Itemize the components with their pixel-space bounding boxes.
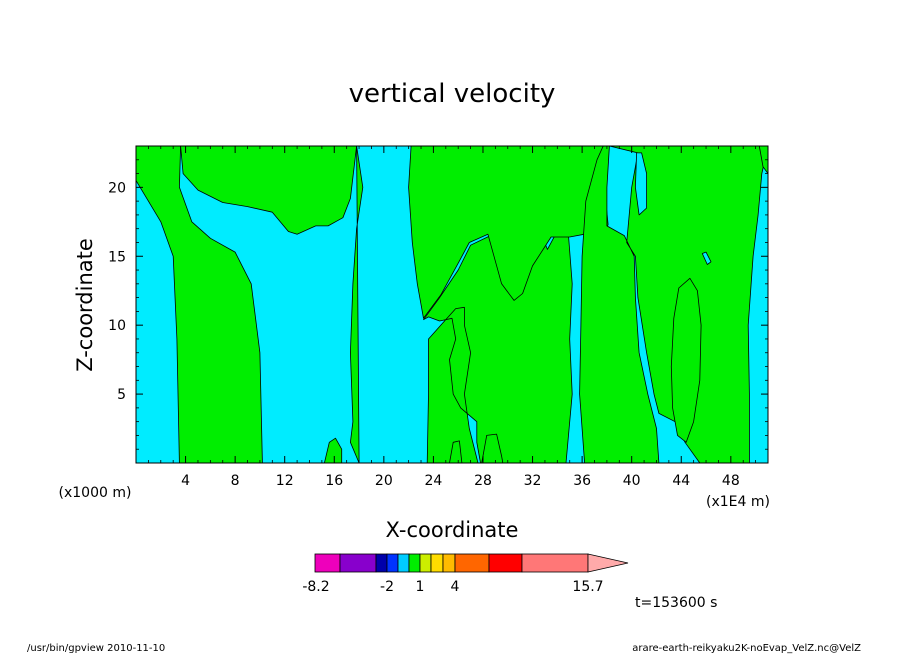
y-tick-label: 15 — [108, 249, 126, 265]
x-tick-label: 12 — [276, 473, 294, 489]
colorbar-segment — [375, 553, 388, 573]
colorbar-segment — [488, 553, 523, 573]
x-tick-label: 40 — [623, 473, 641, 489]
colorbar-label: 1 — [416, 579, 425, 595]
x-tick-label: 44 — [672, 473, 690, 489]
x-tick-label: 48 — [722, 473, 740, 489]
y-axis-label: Z-coordinate — [73, 238, 97, 372]
colorbar-label: 4 — [451, 579, 460, 595]
x-unit-left: (x1000 m) — [59, 485, 132, 501]
colorbar-segment — [442, 553, 456, 573]
colorbar-label: 15.7 — [572, 579, 603, 595]
x-axis-ticks: 4 8 12 16 20 24 28 32 36 40 44 48 — [147, 146, 757, 489]
colorbar-segment — [386, 553, 399, 573]
colorbar-segment — [408, 553, 421, 573]
contour-region-9 — [670, 277, 702, 443]
contour-region-1 — [136, 146, 263, 463]
contour-region-2 — [180, 146, 358, 235]
time-label: t=153600 s — [635, 595, 717, 611]
colorbar-arrow — [587, 553, 629, 573]
colorbar-segment — [339, 553, 377, 573]
x-unit-right: (x1E4 m) — [706, 494, 770, 510]
y-axis-ticks: 5 10 15 20 — [108, 159, 768, 450]
contour-region-5 — [579, 146, 768, 463]
y-tick-label: 10 — [108, 318, 126, 334]
plot-frame — [135, 145, 769, 464]
colorbar-segment — [397, 553, 410, 573]
contour-region-8 — [481, 433, 504, 463]
chart-title: vertical velocity — [349, 79, 556, 109]
x-tick-label: 4 — [181, 473, 190, 489]
footer-left: /usr/bin/gpview 2010-11-10 — [27, 643, 165, 654]
contour-region-7 — [449, 440, 463, 463]
colorbar-segment — [430, 553, 444, 573]
colorbar-segment — [454, 553, 490, 573]
y-tick-label: 5 — [117, 387, 126, 403]
colorbar-segment — [314, 553, 341, 573]
x-tick-label: 28 — [474, 473, 492, 489]
x-tick-label: 8 — [231, 473, 240, 489]
x-tick-label: 16 — [325, 473, 343, 489]
x-tick-label: 24 — [424, 473, 442, 489]
colorbar-labels: -8.2 -2 1 4 15.7 — [302, 579, 603, 595]
plot-area — [135, 145, 769, 464]
x-tick-label: 20 — [375, 473, 393, 489]
colorbar-label: -2 — [380, 579, 394, 595]
x-axis-label: X-coordinate — [386, 518, 519, 542]
contour-region-4 — [408, 146, 609, 319]
x-tick-label: 32 — [524, 473, 542, 489]
contour-region-11 — [635, 152, 647, 216]
contour-region-12 — [701, 251, 712, 265]
contour-region-10 — [758, 146, 768, 175]
x-tick-label: 36 — [573, 473, 591, 489]
contour-region-3 — [349, 146, 573, 463]
y-tick-label: 20 — [108, 180, 126, 196]
colorbar-label: -8.2 — [302, 579, 329, 595]
colorbar-segment — [521, 553, 589, 573]
footer-right: arare-earth-reikyaku2K-noEvap_VelZ.nc@Ve… — [632, 643, 861, 654]
colorbar-segment — [419, 553, 432, 573]
contour-region-6 — [323, 437, 343, 463]
colorbar — [314, 553, 629, 573]
